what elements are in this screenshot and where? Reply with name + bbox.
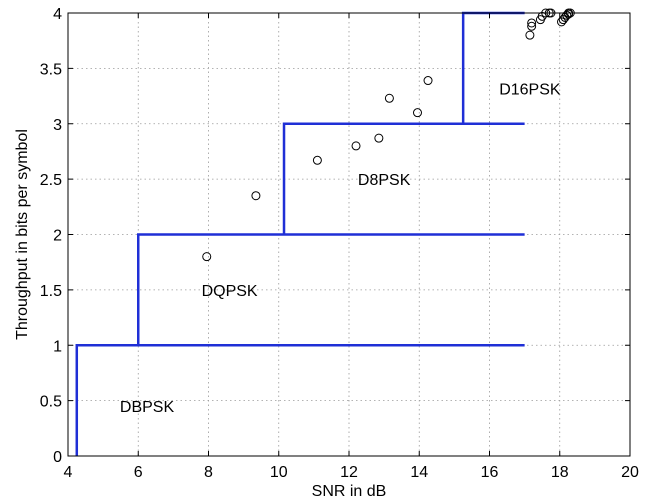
modulation-threshold-steps [75, 11, 525, 456]
x-tick-label: 20 [621, 464, 639, 481]
y-tick-label: 3.5 [40, 61, 62, 78]
data-point [202, 252, 212, 262]
data-point [312, 155, 322, 165]
x-tick-label: 6 [134, 464, 143, 481]
x-tick-label: 10 [270, 464, 288, 481]
data-point [527, 18, 537, 28]
x-tick-label: 8 [204, 464, 213, 481]
x-axis-label: SNR in dB [312, 483, 387, 500]
x-tick-label: 14 [410, 464, 428, 481]
threshold-step-line [282, 122, 525, 235]
measured-points [202, 8, 575, 262]
x-tick-label: 16 [481, 464, 499, 481]
x-tick-label: 12 [340, 464, 358, 481]
axis-ticks: 4 6 8 10 12 14 16 18 20 0 0.5 1 1.5 2 2.5 3 3.5 4 [40, 6, 639, 481]
threshold-step-line [75, 344, 525, 456]
region-label: D16PSK [499, 81, 561, 98]
y-tick-label: 2.5 [40, 172, 62, 189]
x-tick-label: 18 [551, 464, 569, 481]
data-point [525, 30, 535, 40]
data-point [527, 21, 537, 31]
threshold-step-line [137, 233, 525, 346]
data-point [251, 191, 261, 201]
y-tick-label: 0.5 [40, 394, 62, 411]
y-tick-label: 4 [53, 6, 62, 23]
threshold-step-line [461, 11, 525, 124]
region-label: DQPSK [202, 283, 258, 300]
x-tick-label: 4 [64, 464, 73, 481]
y-tick-label: 3 [53, 117, 62, 134]
y-tick-label: 0 [53, 449, 62, 466]
data-point [423, 76, 433, 86]
data-point [351, 141, 361, 151]
data-point [374, 133, 384, 143]
data-point [412, 108, 422, 118]
y-tick-label: 1 [53, 338, 62, 355]
region-label: D8PSK [358, 172, 411, 189]
region-label: DBPSK [120, 399, 175, 416]
region-labels: DBPSK DQPSK D8PSK D16PSK [120, 81, 561, 416]
y-axis-label: Throughput in bits per symbol [14, 129, 31, 340]
data-point [384, 93, 394, 103]
y-tick-label: 1.5 [40, 283, 62, 300]
y-tick-label: 2 [53, 228, 62, 245]
